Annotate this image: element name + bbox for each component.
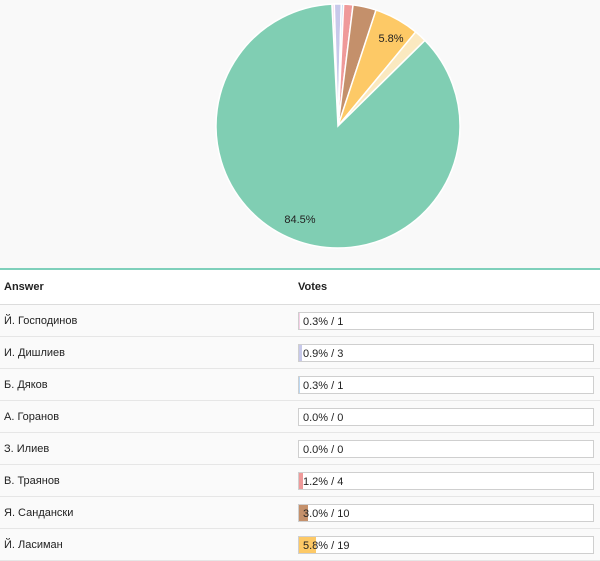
vote-bar-fill	[299, 504, 308, 521]
results-table: Answer Votes Й. Господинов 0.3% / 1 И. Д…	[0, 270, 600, 561]
pie-label-majority: 84.5%	[284, 214, 315, 226]
vote-text: 0.3% / 1	[303, 379, 344, 392]
vote-bar-fill	[299, 344, 302, 361]
answer-cell: Б. Дяков	[4, 378, 48, 391]
vote-bar: 1.2% / 4	[298, 471, 594, 490]
table-row: Я. Сандански 3.0% / 10	[0, 497, 600, 529]
answer-cell: В. Траянов	[4, 474, 60, 487]
table-header: Answer Votes	[0, 270, 600, 305]
table-row: З. Илиев 0.0% / 0	[0, 433, 600, 465]
pie-slice	[215, 3, 461, 249]
vote-text: 5.8% / 19	[303, 539, 350, 552]
vote-text: 0.0% / 0	[303, 443, 344, 456]
table-row: В. Траянов 1.2% / 4	[0, 465, 600, 497]
vote-bar-fill	[299, 376, 300, 393]
vote-text: 3.0% / 10	[303, 507, 350, 520]
vote-text: 0.3% / 1	[303, 315, 344, 328]
table-row: А. Горанов 0.0% / 0	[0, 401, 600, 433]
vote-bar: 0.0% / 0	[298, 407, 594, 426]
pie-chart: 5.8% 84.5%	[215, 3, 461, 249]
votes-header: Votes	[298, 281, 328, 293]
answer-cell: Я. Сандански	[4, 506, 74, 519]
table-row: И. Дишлиев 0.9% / 3	[0, 337, 600, 369]
answer-cell: И. Дишлиев	[4, 346, 65, 359]
vote-text: 0.0% / 0	[303, 411, 344, 424]
vote-bar: 3.0% / 10	[298, 503, 594, 522]
table-row: Й. Господинов 0.3% / 1	[0, 305, 600, 337]
answer-cell: З. Илиев	[4, 442, 50, 455]
answer-cell: Й. Господинов	[4, 314, 78, 327]
vote-bar-fill	[299, 472, 303, 489]
answer-cell: А. Горанов	[4, 410, 60, 423]
chart-divider	[0, 268, 600, 270]
table-row: Й. Ласиман 5.8% / 19	[0, 529, 600, 561]
answer-cell: Й. Ласиман	[4, 538, 63, 551]
vote-bar: 5.8% / 19	[298, 535, 594, 554]
pie-chart-area: 5.8% 84.5%	[0, 0, 600, 268]
answer-header: Answer	[4, 281, 44, 293]
vote-text: 0.9% / 3	[303, 347, 344, 360]
vote-bar-fill	[299, 312, 300, 329]
vote-bar: 0.0% / 0	[298, 439, 594, 458]
table-row: Б. Дяков 0.3% / 1	[0, 369, 600, 401]
vote-bar: 0.9% / 3	[298, 343, 594, 362]
pie-label-lasiman: 5.8%	[378, 33, 403, 45]
vote-bar: 0.3% / 1	[298, 375, 594, 394]
vote-bar: 0.3% / 1	[298, 311, 594, 330]
vote-text: 1.2% / 4	[303, 475, 344, 488]
vote-bar-fill	[299, 536, 317, 553]
